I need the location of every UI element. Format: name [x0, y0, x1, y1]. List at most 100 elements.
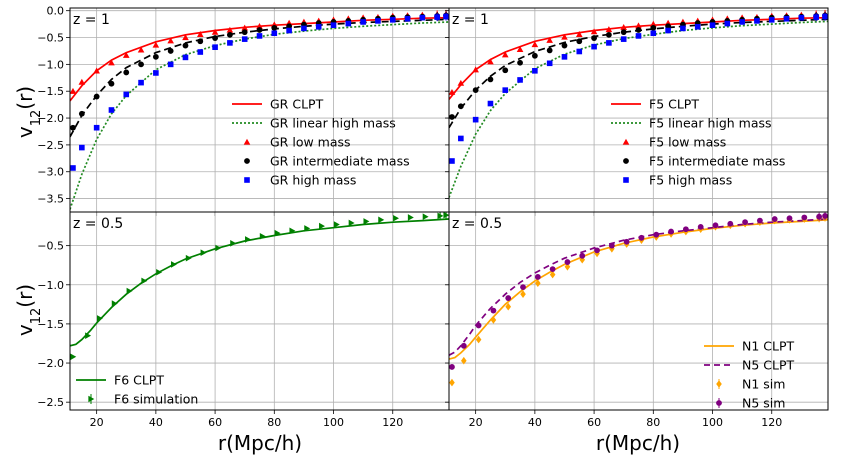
- panel-gr-series-5-point-25: [434, 14, 440, 20]
- panel-f6-ytick-label-4: −0.5: [37, 240, 64, 253]
- panel-gr-series-4-point-4: [123, 69, 130, 76]
- panel-f5-series-5-point-19: [724, 20, 731, 27]
- panel-n-series-3-point-2: [475, 322, 482, 329]
- panel-gr-series-5-point-8: [182, 54, 189, 61]
- panel-f5-series-5-point-16: [680, 25, 686, 32]
- panel-n-series-3-point-22: [771, 216, 778, 222]
- panel-f5-legend-handle-2: [622, 138, 630, 145]
- panel-gr-series-5-point-1: [79, 144, 85, 151]
- panel-gr-series-5-point-9: [197, 49, 204, 55]
- panel-gr-series-5-point-15: [286, 27, 292, 34]
- y-axis-label-top-base: v: [13, 126, 37, 138]
- panel-f6-legend-label-0: F6 CLPT: [114, 373, 164, 388]
- panel-gr-legend-label-4: GR high mass: [270, 173, 356, 188]
- panel-n-series-3-point-19: [727, 220, 734, 227]
- panel-gr-series-3-point-5: [137, 46, 145, 53]
- panel-f5-series-5-point-6: [532, 68, 538, 74]
- panel-f5-series-4-point-0: [449, 114, 455, 120]
- panel-n-series-3-point-12: [623, 238, 630, 245]
- panel-f5-legend-handle-3: [623, 158, 629, 164]
- panel-f6-series-1-point-20: [363, 218, 370, 225]
- panel-f6-series: [70, 212, 449, 361]
- panel-gr-series-5-point-17: [315, 23, 322, 30]
- panel-f6-series-1-point-0: [70, 353, 77, 361]
- panel-gr-series-5-point-3: [108, 107, 115, 113]
- panel-f6-series-1-point-21: [378, 216, 385, 224]
- panel-n-xtick-label-1: 40: [528, 416, 542, 429]
- panel-gr-ytick-label-1: −3.0: [37, 166, 64, 179]
- panel-gr-ytick-label-7: 0.0: [47, 5, 65, 18]
- panel-f5-series-3-point-3: [487, 58, 494, 65]
- panel-n-series-2-point-11: [609, 244, 615, 253]
- panel-f6-ytick-label-3: −1.0: [37, 279, 64, 292]
- panel-f6-legend-handle-1: [88, 395, 95, 403]
- panel-n-series-2-point-3: [490, 316, 497, 324]
- panel-gr-series-3-point-1: [78, 78, 86, 85]
- panel-f5-series-5-point-24: [798, 14, 805, 21]
- y-axis-label-bottom: v12(r): [13, 284, 44, 336]
- panel-gr-series-4-point-13: [256, 27, 263, 33]
- panel-n-xtick-label-0: 20: [469, 416, 483, 429]
- panel-f5-series-3-point-13: [635, 22, 642, 29]
- panel-f6-series-1-point-2: [96, 315, 103, 322]
- panel-n-series-3-point-3: [490, 307, 497, 314]
- panel-f5-series-3-point-4: [501, 51, 509, 58]
- panel-gr-ytick-label-6: −0.5: [37, 32, 64, 45]
- panel-f5-legend-handle-4: [623, 177, 629, 183]
- panel-n-series-2-point-6: [535, 279, 541, 288]
- panel-n-series-3-point-4: [505, 295, 512, 301]
- panel-n-series-0-line: [449, 218, 828, 360]
- x-axis-label-left: r(Mpc/h): [218, 431, 302, 455]
- panel-f6-xtick-label-4: 100: [323, 416, 344, 429]
- panel-n-series-2-point-4: [505, 302, 512, 311]
- panel-f6-series-1-point-11: [230, 240, 237, 247]
- panel-gr-series-5-point-2: [93, 124, 100, 131]
- panel-n-series-2-point-7: [549, 270, 556, 279]
- panel-gr-series-5-point-26: [443, 13, 449, 20]
- panel-gr-legend-label-1: GR linear high mass: [270, 116, 396, 131]
- panel-gr-series-5-point-24: [419, 14, 426, 21]
- panel-gr-series-5-point-7: [167, 61, 174, 68]
- panel-n-series-2-point-2: [475, 335, 482, 344]
- panel-n-series-3-point-5: [520, 284, 526, 291]
- panel-f5-series-5-point-3: [487, 100, 494, 107]
- panel-gr-series-5-point-16: [301, 25, 307, 32]
- panel-f6-series-1-point-10: [215, 244, 222, 252]
- panel-f5-series-5-point-2: [472, 116, 479, 123]
- panel-f5-series-3-point-11: [605, 26, 613, 33]
- panel-n-series-3-point-14: [653, 231, 660, 238]
- panel-gr-series-2-line: [70, 21, 449, 210]
- panel-n-series-2-point-5: [520, 290, 526, 298]
- panel-gr-series-5-point-22: [389, 17, 396, 23]
- panel-gr-series-3-point-12: [241, 24, 248, 31]
- panel-f5-series-3-point-7: [546, 36, 553, 43]
- panel-f5-series-3-point-8: [561, 33, 568, 40]
- panel-gr-series-3-point-9: [196, 31, 204, 37]
- panel-gr-series-5-point-14: [271, 30, 278, 37]
- panel-f6: 20 40 60 80 100 120 −2.5 −2.0 −1.5 −1.0 −0.5 z = 0.…: [37, 211, 450, 429]
- panel-f5-series-3-point-14: [650, 20, 657, 27]
- y-axis-label-bottom-base: v: [13, 324, 37, 336]
- panel-n-series-3-point-20: [742, 219, 748, 226]
- panel-gr-series-4-point-11: [226, 31, 233, 38]
- panel-f5-series-4-point-2: [472, 87, 479, 94]
- panel-f5-series-3-point-12: [620, 24, 627, 30]
- panel-n-label: z = 0.5: [452, 216, 502, 232]
- panel-gr-series-3-point-6: [152, 41, 160, 48]
- panel-f6-series-1-point-15: [289, 227, 296, 235]
- panel-n-series-3-point-9: [579, 252, 586, 259]
- panel-f5-legend-label-4: F5 high mass: [649, 173, 732, 188]
- panel-n-frame: [448, 211, 829, 411]
- panel-n-series-3-point-21: [756, 217, 763, 224]
- panel-f5-series-3-point-1: [457, 79, 465, 86]
- panel-f6-series-1-point-7: [170, 261, 177, 268]
- panel-gr-series-5-point-21: [375, 18, 381, 24]
- panel-f6-ytick-label-0: −2.5: [37, 396, 64, 409]
- panel-f5-legend-label-2: F5 low mass: [649, 135, 726, 150]
- panel-f6-legend-label-1: F6 simulation: [114, 392, 198, 407]
- panel-f6-series-1-point-16: [304, 225, 311, 232]
- panel-f5-series-5-point-10: [591, 43, 597, 50]
- panel-f6-xtick-label-1: 40: [149, 416, 163, 429]
- panel-n-legend-label-0: N1 CLPT: [742, 339, 795, 354]
- panel-n-series: [449, 212, 828, 387]
